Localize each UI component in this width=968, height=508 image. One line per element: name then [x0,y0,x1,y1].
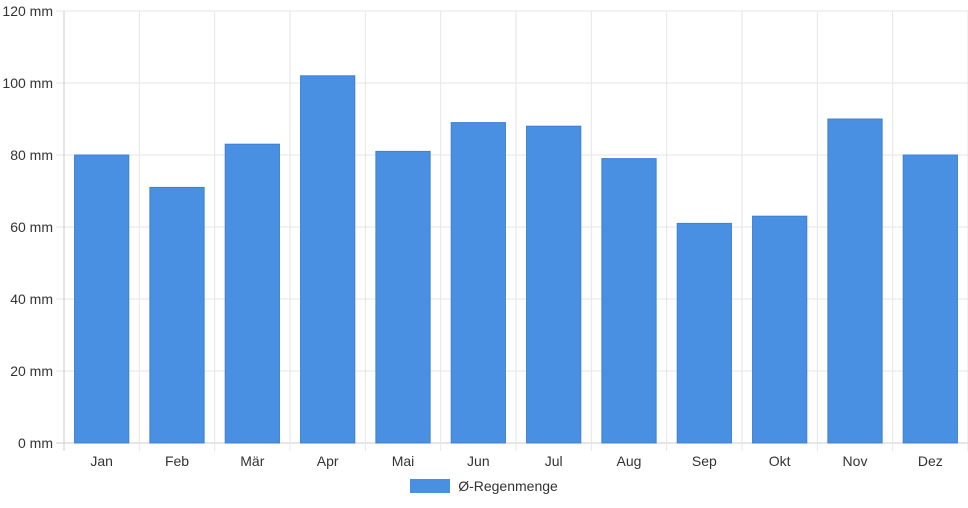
y-tick-label: 60 mm [10,219,53,235]
bar-Aug[interactable] [601,158,657,444]
bar-Nov[interactable] [827,118,883,444]
bar-Dez[interactable] [902,154,958,444]
x-tick-label: Mär [240,453,264,469]
x-tick-label: Apr [317,453,339,469]
x-tick-label: Dez [918,453,943,469]
x-tick-label: Aug [617,453,642,469]
bar-Jun[interactable] [450,122,506,444]
x-tick-label: Jan [90,453,113,469]
bar-Mai[interactable] [375,150,431,444]
y-tick-label: 80 mm [10,147,53,163]
bar-Apr[interactable] [300,75,356,444]
grid [56,10,968,451]
bar-Feb[interactable] [149,186,205,444]
legend-swatch [410,479,451,493]
y-tick-label: 40 mm [10,291,53,307]
x-tick-label: Nov [843,453,868,469]
bar-Mär[interactable] [224,143,280,444]
x-tick-label: Feb [165,453,189,469]
bar-Sep[interactable] [676,222,732,444]
bar-Okt[interactable] [752,215,808,444]
y-tick-label: 0 mm [18,435,53,451]
bars [74,75,958,444]
y-tick-label: 100 mm [2,75,53,91]
x-tick-label: Jul [545,453,563,469]
bar-Jan[interactable] [74,154,130,444]
x-tick-label: Okt [769,453,791,469]
bar-chart: 0 mm 20 mm 40 mm 60 mm 80 mm 100 mm 120 mm Jan F… [2,3,968,469]
y-tick-label: 20 mm [10,363,53,379]
axes: 0 mm 20 mm 40 mm 60 mm 80 mm 100 mm 120 mm Jan F… [2,3,942,469]
x-tick-label: Sep [692,453,717,469]
bar-Jul[interactable] [526,125,582,444]
x-tick-label: Mai [392,453,415,469]
legend[interactable]: Ø-Regenmenge [0,478,968,494]
x-tick-label: Jun [467,453,490,469]
legend-label: Ø-Regenmenge [458,478,558,494]
y-tick-label: 120 mm [2,3,53,19]
